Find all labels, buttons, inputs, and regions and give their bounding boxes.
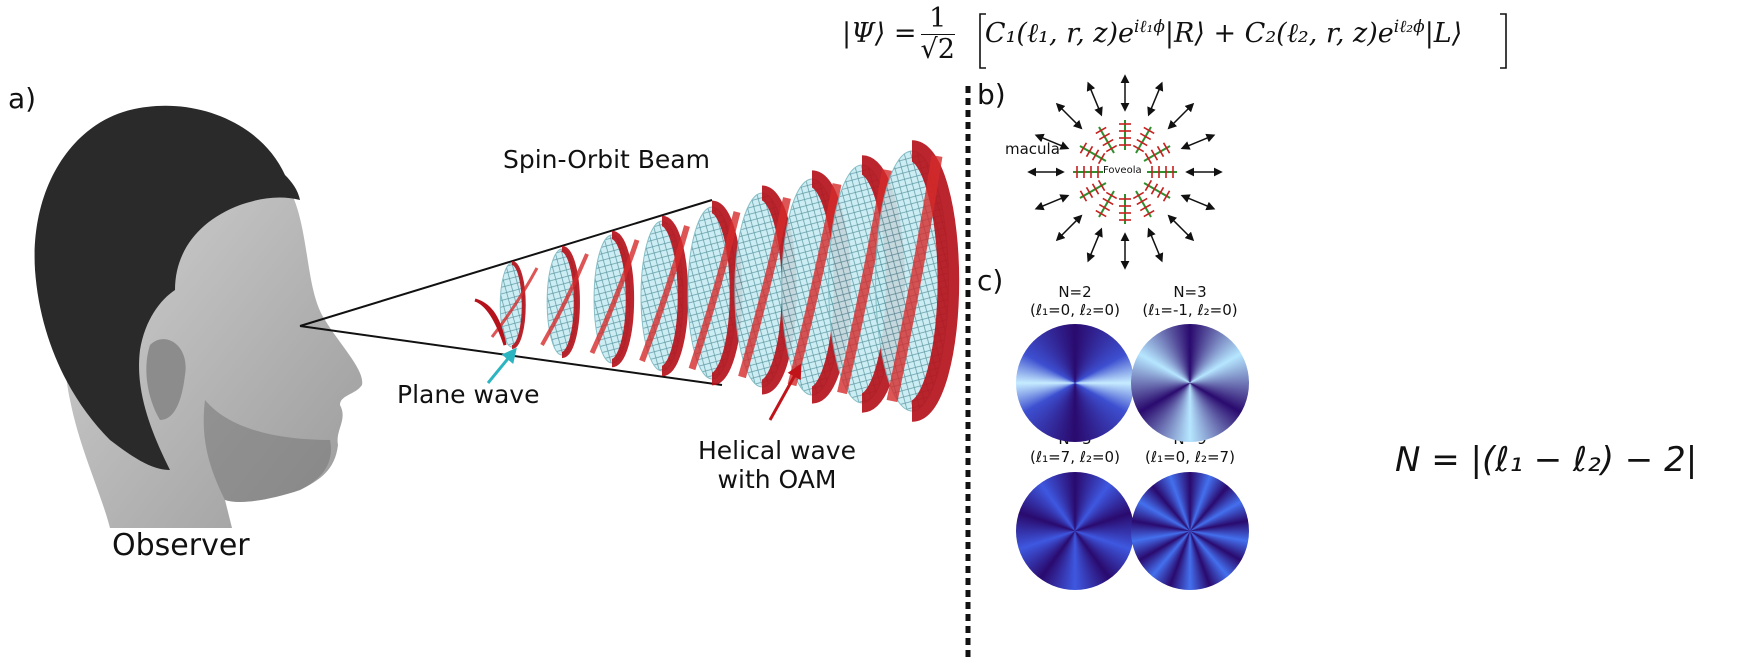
text-line: with OAM — [657, 465, 897, 494]
numerator: 1 — [921, 4, 955, 35]
cone-tick — [1144, 127, 1154, 133]
cone-tick — [1086, 146, 1092, 156]
cone-tick — [1145, 153, 1151, 163]
direction-arrow — [1169, 104, 1193, 128]
direction-arrow — [1149, 229, 1162, 260]
cone-tick — [1133, 146, 1143, 152]
denominator: √2 — [921, 35, 955, 65]
cone-tick — [1099, 133, 1109, 139]
equation: |Ψ⟩ =1√2 C₁(ℓ₁, r, z)eiℓ₁ϕ|R⟩ + C₂(ℓ₂, r,… — [842, 4, 1462, 65]
cone-tick — [1080, 143, 1086, 153]
cone-tick — [1158, 187, 1164, 197]
equation-lhs: |Ψ⟩ = — [842, 18, 917, 49]
ket: |R⟩ + — [1165, 18, 1245, 49]
beam — [475, 151, 948, 411]
cone-tick — [1164, 191, 1170, 201]
figure: |Ψ⟩ =1√2 C₁(ℓ₁, r, z)eiℓ₁ϕ|R⟩ + C₂(ℓ₂, r,… — [0, 0, 1756, 657]
cone-tick — [1099, 180, 1105, 190]
direction-arrow — [1169, 216, 1193, 240]
term: C₂(ℓ₂, r, z)e — [1245, 18, 1394, 49]
exponent: iℓ₁ϕ — [1134, 17, 1165, 37]
params-label: (ℓ₁=-1, ℓ₂=0) — [1115, 301, 1265, 319]
cone-tick — [1086, 187, 1092, 197]
cone-tick — [1106, 146, 1116, 152]
cone-tick — [1151, 150, 1157, 160]
cone-tick — [1093, 150, 1099, 160]
cone-tick — [1140, 133, 1150, 139]
direction-arrow — [1088, 229, 1101, 260]
cone-tick — [1140, 205, 1150, 211]
text-line: Helical wave — [657, 436, 897, 465]
figure-graphics — [0, 0, 1756, 657]
direction-arrow — [1182, 135, 1213, 148]
cone-tick — [1099, 205, 1109, 211]
params-label: (ℓ₁=0, ℓ₂=7) — [1115, 448, 1265, 466]
cone-tick — [1164, 143, 1170, 153]
cone-tick — [1103, 140, 1113, 146]
cone-tick — [1080, 191, 1086, 201]
cone-tick — [1158, 146, 1164, 156]
n-label: N=3 — [1115, 283, 1265, 301]
direction-arrow — [1088, 83, 1101, 114]
direction-arrow — [1149, 83, 1162, 114]
pattern-caption: N=3(ℓ₁=-1, ℓ₂=0) — [1115, 283, 1265, 319]
direction-arrow — [1057, 216, 1081, 240]
cone-tick — [1144, 211, 1154, 217]
pattern-disk — [1016, 324, 1134, 442]
macula-label: macula — [1005, 140, 1060, 158]
direction-arrow — [1182, 196, 1213, 209]
direction-arrow — [1036, 196, 1067, 209]
cone-tick — [1137, 140, 1147, 146]
fraction: 1√2 — [921, 4, 955, 65]
foveola-label: Foveola — [1103, 165, 1142, 176]
cone-tick — [1151, 184, 1157, 194]
bracket — [1500, 14, 1506, 68]
pattern-disk — [1016, 472, 1134, 590]
plane-wave-label: Plane wave — [397, 380, 539, 409]
cone-tick — [1096, 127, 1106, 133]
pattern-disk — [1131, 324, 1249, 442]
term: C₁(ℓ₁, r, z)e — [985, 18, 1134, 49]
panel-label: a) — [8, 82, 36, 115]
cone-tick — [1103, 198, 1113, 204]
panel-label: b) — [977, 78, 1006, 111]
cone-tick — [1093, 184, 1099, 194]
cone-tick — [1145, 180, 1151, 190]
cone-tick — [1137, 198, 1147, 204]
cone-tick — [1099, 153, 1105, 163]
ket: |L⟩ — [1425, 18, 1463, 49]
exponent: iℓ₂ϕ — [1394, 17, 1425, 37]
formula: N = |(ℓ₁ − ℓ₂) − 2| — [1395, 440, 1697, 480]
cone-tick — [1096, 211, 1106, 217]
direction-arrow — [1057, 104, 1081, 128]
observer-label: Observer — [112, 528, 250, 563]
cone-tick — [1133, 192, 1143, 198]
pattern-disk — [1131, 472, 1249, 590]
beam-title: Spin-Orbit Beam — [503, 145, 710, 174]
cone-tick — [1106, 192, 1116, 198]
